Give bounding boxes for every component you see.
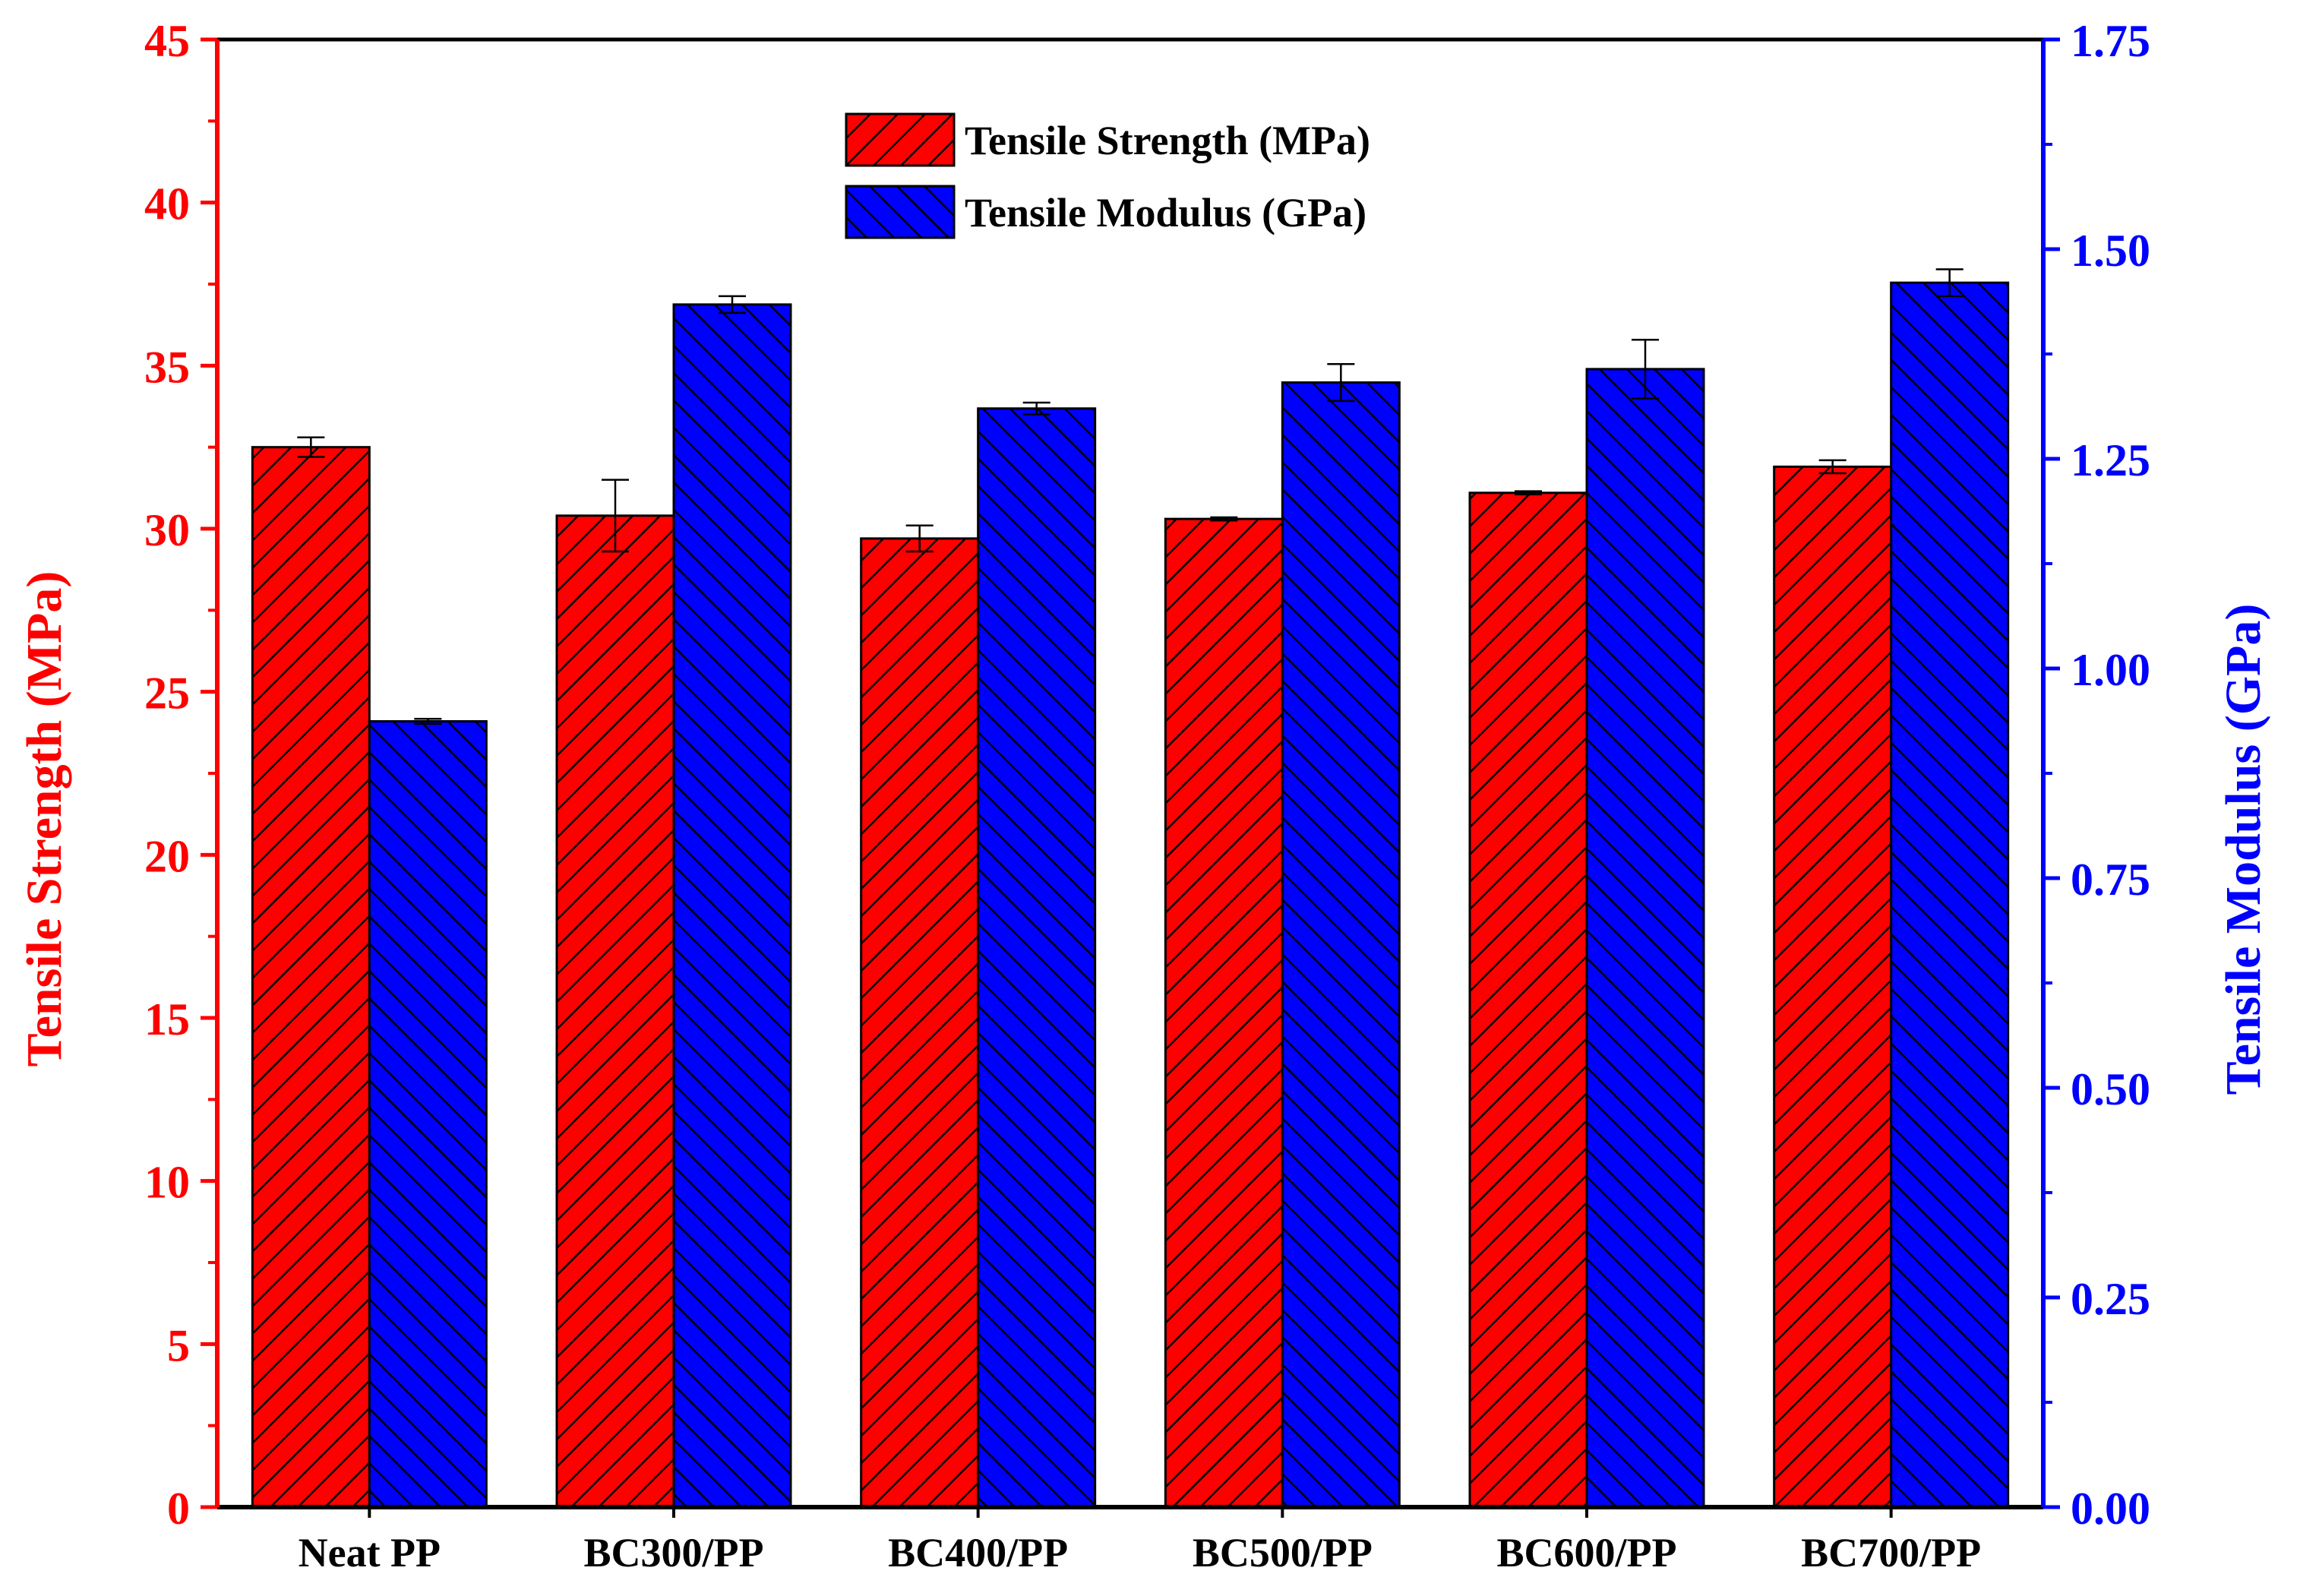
y-left-tick-label: 20 (144, 831, 190, 881)
legend-item-modulus: Tensile Modulus (GPa) (845, 185, 1366, 239)
y-left-axis-title: Tensile Strength (MPa) (17, 571, 72, 1067)
legend: Tensile Strength (MPa) Tensile Modulus (G… (845, 112, 1370, 239)
y-right-tick-label: 1.25 (2071, 435, 2150, 485)
bar-strength-0 (251, 446, 371, 1509)
y-right-tick-label: 0.00 (2071, 1484, 2150, 1534)
y-left-tick-label: 15 (144, 994, 190, 1045)
x-category-label: BC600/PP (1497, 1530, 1677, 1575)
bar-modulus-5 (1890, 281, 2010, 1509)
bar-strength-5 (1773, 465, 1893, 1509)
bar-strength-2 (860, 537, 980, 1509)
bar-modulus-3 (1281, 381, 1401, 1509)
y-left-tick-label: 30 (144, 505, 190, 555)
error-bar-modulus-3 (1327, 362, 1355, 403)
error-bar-modulus-0 (414, 717, 442, 725)
bar-modulus-1 (672, 303, 792, 1509)
bars-layer (251, 268, 2010, 1509)
y-left-tick-label: 35 (144, 342, 190, 392)
bar-strength-3 (1164, 517, 1284, 1509)
error-bar-modulus-4 (1632, 338, 1659, 400)
y-left-tick-label: 25 (144, 668, 190, 719)
error-bar-modulus-1 (719, 295, 746, 314)
x-category-label: BC500/PP (1193, 1530, 1373, 1575)
legend-swatch (845, 185, 956, 239)
error-bar-strength-5 (1818, 459, 1847, 475)
axes-layer: 0 5 10 15 20 25 30 35 40 45 0.00 0.25 0.50 0.75 1.00 1.… (17, 16, 2271, 1575)
y-right-tick-label: 1.00 (2071, 645, 2150, 695)
legend-label: Tensile Modulus (GPa) (965, 190, 1366, 235)
error-bar-strength-4 (1515, 490, 1542, 496)
error-bar-strength-3 (1210, 516, 1238, 522)
y-left-tick-label: 0 (167, 1484, 190, 1534)
bar-strength-1 (555, 514, 675, 1509)
y-left-tick-label: 5 (167, 1320, 190, 1370)
legend-item-strength: Tensile Strength (MPa) (845, 112, 1370, 167)
y-left-tick-label: 40 (144, 179, 190, 229)
y-left-tick-label: 10 (144, 1158, 190, 1208)
y-right-tick-label: 0.25 (2071, 1274, 2150, 1324)
y-right-tick-label: 0.50 (2071, 1064, 2150, 1114)
x-category-label: BC400/PP (888, 1530, 1068, 1575)
y-right-tick-label: 1.75 (2071, 16, 2150, 66)
y-right-axis-title: Tensile Modulus (GPa) (2216, 604, 2271, 1095)
error-bar-strength-0 (297, 436, 325, 458)
x-category-label: Neat PP (299, 1530, 441, 1575)
legend-swatch (845, 112, 956, 167)
bar-modulus-0 (368, 720, 488, 1509)
error-bar-strength-2 (905, 524, 934, 553)
x-category-label: BC300/PP (584, 1530, 764, 1575)
bar-modulus-2 (977, 407, 1097, 1509)
y-left-tick-label: 45 (144, 16, 190, 66)
error-bar-modulus-2 (1022, 401, 1050, 416)
bar-modulus-4 (1585, 368, 1705, 1509)
bar-strength-4 (1468, 491, 1588, 1509)
legend-label: Tensile Strength (MPa) (965, 118, 1370, 163)
y-right-tick-label: 1.50 (2071, 226, 2150, 276)
y-right-tick-label: 0.75 (2071, 855, 2150, 905)
x-category-label: BC700/PP (1801, 1530, 1981, 1575)
error-bar-modulus-5 (1935, 268, 1964, 298)
error-bar-strength-1 (602, 479, 629, 553)
